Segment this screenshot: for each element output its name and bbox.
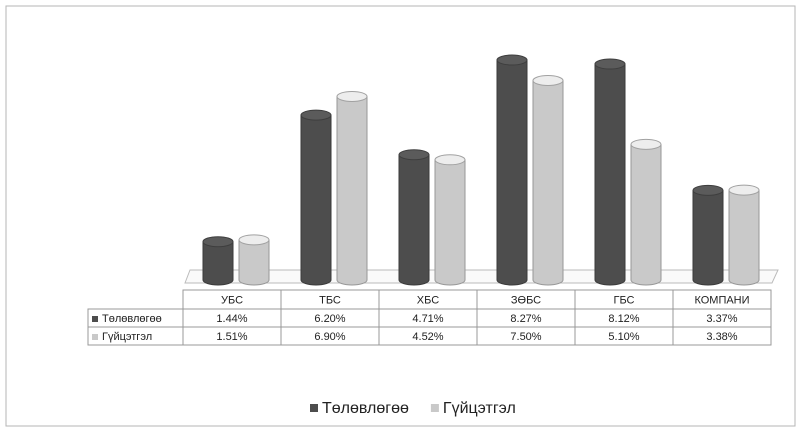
table-value: 8.12% — [608, 313, 639, 325]
bar-cap — [300, 109, 332, 121]
bar-cap — [434, 154, 466, 166]
table-series-name: Төлөвлөгөө — [102, 313, 162, 325]
table-value: 3.37% — [706, 313, 737, 325]
bar-cap — [496, 54, 528, 66]
category-label: ЗӨБС — [511, 294, 541, 306]
table-legend-key — [92, 316, 98, 322]
bar — [202, 241, 234, 286]
bar — [238, 239, 270, 286]
bar — [398, 154, 430, 286]
bar-cap — [336, 90, 368, 102]
bar-cap — [532, 75, 564, 86]
table-value: 7.50% — [510, 331, 541, 343]
bar — [630, 143, 662, 286]
bar — [532, 80, 564, 286]
category-label: ХБС — [417, 294, 439, 306]
table-value: 8.27% — [510, 313, 541, 325]
table-value: 4.52% — [412, 331, 443, 343]
bar — [336, 95, 368, 286]
legend-label: Төлөвлөгөө — [322, 400, 409, 417]
legend-label: Гүйцэтгэл — [443, 400, 516, 417]
category-label: ГБС — [614, 294, 635, 306]
legend-key — [310, 404, 318, 412]
table-value: 1.44% — [216, 313, 247, 325]
category-label: УБС — [221, 294, 243, 306]
table-value: 5.10% — [608, 331, 639, 343]
legend-key — [430, 404, 439, 412]
floor — [184, 269, 779, 284]
bar-cap — [238, 234, 270, 246]
bar — [434, 159, 466, 286]
bar-cap — [692, 184, 724, 196]
bar — [692, 189, 724, 286]
table-value: 6.20% — [314, 313, 345, 325]
table-value: 3.38% — [706, 331, 737, 343]
bar — [728, 189, 760, 286]
table-value: 6.90% — [314, 331, 345, 343]
bar-cap — [202, 236, 234, 248]
bar — [300, 114, 332, 286]
bar-cap — [728, 184, 760, 196]
bar-cap — [398, 149, 430, 161]
bar-cap — [594, 58, 626, 70]
table-legend-key — [92, 334, 98, 340]
table-value: 1.51% — [216, 331, 247, 343]
bar — [496, 59, 528, 286]
category-label: ТБС — [319, 294, 341, 306]
table-series-name: Гүйцэтгэл — [102, 331, 152, 343]
table-value: 4.71% — [412, 313, 443, 325]
bar — [594, 63, 626, 286]
category-label: КОМПАНИ — [694, 294, 749, 306]
bar-cap — [630, 138, 662, 150]
